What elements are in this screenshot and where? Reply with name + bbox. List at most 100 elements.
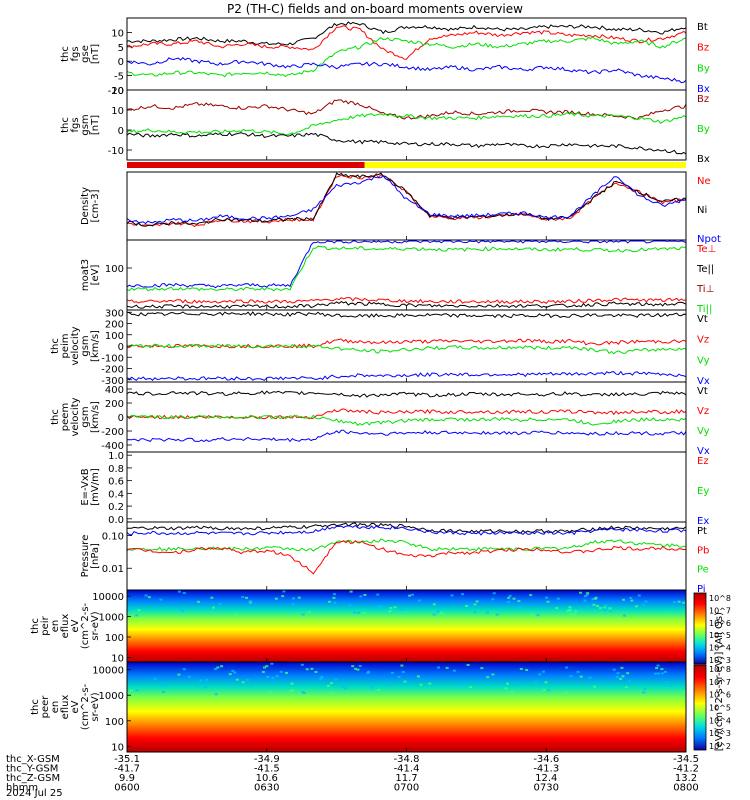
- y-tick-label: 5: [118, 43, 124, 54]
- spectrogram-noise: [233, 671, 237, 674]
- spectrogram-noise: [214, 693, 218, 696]
- spectrogram-noise: [622, 614, 626, 617]
- ephemeris-table: thc_X-GSM -35.1 -34.9 -34.8 -34.6 -34.5 thc_Y-…: [6, 754, 699, 794]
- ephemeris-value: -41.2: [673, 764, 699, 775]
- spectrogram-noise: [241, 596, 245, 599]
- spectrogram-noise: [475, 600, 479, 603]
- spectrogram-noise: [137, 609, 141, 612]
- spectrogram-noise: [568, 606, 572, 609]
- legend-entry: Vt: [697, 386, 708, 397]
- y-axis-label: [km/s]: [90, 401, 101, 433]
- spectrogram-noise: [669, 614, 673, 617]
- spectrogram-noise: [486, 676, 490, 679]
- y-tick-label: 10000: [92, 666, 124, 677]
- spectrogram-noise: [359, 595, 363, 598]
- y-axis-label: fgs: [70, 117, 81, 132]
- spectrogram-noise: [544, 681, 548, 684]
- spectrogram-noise: [450, 594, 454, 597]
- panel-frame: [126, 239, 687, 311]
- y-axis-label: [cm-3]: [90, 189, 101, 222]
- ephemeris-value: 13.2: [675, 773, 697, 784]
- series-line-Ni: [126, 172, 687, 227]
- spectrogram-noise: [182, 591, 186, 594]
- spectrogram-noise: [672, 601, 676, 604]
- spectrogram-noise: [228, 673, 232, 676]
- y-tick-label: 100: [105, 264, 124, 275]
- y-tick-label: 200: [105, 399, 124, 410]
- colorbar-tick-label: 10^3: [709, 656, 731, 665]
- spectrogram-noise: [630, 599, 634, 602]
- y-axis-label: peem: [60, 403, 71, 431]
- spectrogram-noise: [282, 590, 286, 593]
- y-tick-label: 100: [105, 633, 124, 644]
- spectrogram-noise: [246, 679, 250, 682]
- spectrogram-noise: [213, 668, 217, 671]
- spectrogram-noise: [196, 600, 200, 603]
- spectrogram-noise: [388, 610, 392, 613]
- spectrogram-noise: [400, 608, 404, 611]
- spectrogram-noise: [348, 604, 352, 607]
- spectrogram-noise: [292, 597, 296, 600]
- spectrogram-noise: [585, 593, 589, 596]
- spectrogram-noise: [604, 604, 608, 607]
- spectrogram-noise: [401, 671, 405, 674]
- spectrogram-noise: [464, 605, 468, 608]
- ephemeris-value: -34.9: [254, 754, 280, 765]
- spectrogram-noise: [400, 664, 404, 667]
- spectrogram-noise: [513, 681, 517, 684]
- spectrogram-noise: [682, 601, 686, 604]
- colorbar-tick-label: 10^5: [709, 704, 731, 713]
- spectrogram-noise: [480, 667, 484, 670]
- spectrogram-noise: [628, 680, 632, 683]
- ephemeris-value: -34.8: [394, 754, 420, 765]
- spectrogram-noise: [266, 675, 270, 678]
- spectrogram-noise: [491, 673, 495, 676]
- y-axis-label: thc: [60, 117, 71, 133]
- spectrogram-noise: [593, 685, 597, 688]
- spectrogram-noise: [603, 606, 607, 609]
- y-axis-label: (cm^2-s-: [80, 683, 91, 730]
- spectrogram-noise: [432, 613, 436, 616]
- y-tick-label: 0.6: [108, 477, 124, 488]
- series-line-Vx: [126, 429, 687, 443]
- spectrogram-noise: [203, 686, 207, 689]
- spectrogram-noise: [642, 691, 646, 694]
- spectrogram-noise: [432, 603, 436, 606]
- legend-entry: Ez: [697, 456, 709, 467]
- legend-entry: Pe: [697, 565, 709, 576]
- spectrogram-noise: [619, 677, 623, 680]
- spectrogram-noise: [542, 689, 546, 692]
- spectrogram-noise: [319, 677, 323, 680]
- spectrogram-noise: [210, 596, 214, 599]
- y-tick-label: 1000: [99, 613, 124, 624]
- y-tick-label: 0.0: [108, 515, 124, 526]
- spectrogram-noise: [334, 678, 338, 681]
- spectrogram-noise: [507, 600, 511, 603]
- spectrogram-noise: [187, 675, 191, 678]
- status-segment-1: [364, 162, 686, 168]
- spectrogram-noise: [274, 597, 278, 600]
- y-tick-label: -10: [108, 86, 124, 97]
- ephemeris-value: 0730: [534, 783, 559, 794]
- spectrogram-noise: [634, 605, 638, 608]
- colorbar-tick-label: 10^7: [709, 606, 731, 615]
- spectrogram-noise: [301, 690, 305, 693]
- colorbar-tick-label: 10^4: [709, 716, 731, 725]
- y-axis-label: thc: [50, 409, 61, 425]
- y-tick-label: 0: [118, 342, 124, 353]
- panel-9: 10000 1000 100 10 thc peer en eflux eV (cm^2-s-sr…: [30, 661, 687, 753]
- y-axis-label: sr-eV): [90, 611, 101, 640]
- y-tick-label: 10: [111, 106, 124, 117]
- legend-entry: Te||: [696, 264, 714, 275]
- spectrogram-noise: [235, 678, 239, 681]
- series-line-Vz: [126, 408, 687, 420]
- spectrogram-noise: [586, 592, 590, 595]
- spectrogram-noise: [624, 685, 628, 688]
- spectrogram-noise: [495, 613, 499, 616]
- spectrogram-noise: [621, 675, 625, 678]
- legend-entry: Vz: [697, 406, 709, 417]
- colorbar-tick-label: 10^8: [709, 665, 731, 674]
- spectrogram-noise: [320, 676, 324, 679]
